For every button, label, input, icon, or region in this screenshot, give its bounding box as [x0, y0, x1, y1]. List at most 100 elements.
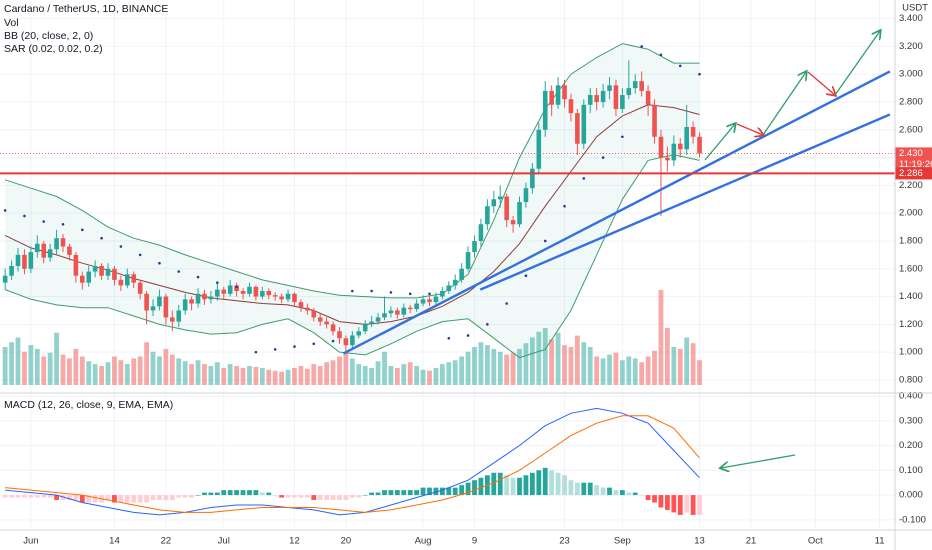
candle-body	[170, 317, 175, 322]
sar-dot	[196, 275, 200, 279]
candle-body	[587, 95, 593, 105]
indicator-label: BB (20, close, 2, 0)	[4, 30, 93, 42]
volume-bar	[253, 366, 259, 385]
y-tick-label: 0.000	[899, 490, 923, 501]
sar-dot	[3, 209, 7, 212]
candle-body	[562, 85, 567, 100]
macd-histogram-bar	[684, 495, 690, 513]
macd-histogram-bar	[150, 495, 156, 501]
volume-bar	[439, 364, 445, 385]
candle-body	[626, 88, 632, 96]
macd-histogram-bar	[214, 492, 220, 496]
candle-body	[150, 306, 156, 311]
macd-histogram-bar	[208, 492, 214, 496]
candle-body	[575, 113, 580, 144]
volume-bar	[420, 369, 426, 385]
candle-body	[28, 252, 34, 269]
macd-histogram-bar	[67, 495, 72, 501]
candle-body	[613, 85, 619, 109]
candle-body	[195, 293, 201, 304]
volume-bar	[555, 332, 561, 385]
volume-bar	[375, 361, 381, 385]
candle-body	[542, 90, 548, 130]
macd-histogram-bar	[324, 495, 330, 501]
candle-body	[452, 279, 458, 286]
x-tick-label: 21	[746, 536, 757, 547]
candle-body	[504, 196, 509, 221]
y-tick-label: 0.400	[899, 390, 923, 401]
sar-dot	[23, 214, 26, 218]
volume-bar	[9, 342, 14, 385]
volume-bar	[279, 371, 285, 385]
candle-body	[73, 254, 79, 276]
sar-dot	[312, 342, 316, 346]
macd-histogram-bar	[266, 492, 272, 496]
price-line-box	[895, 167, 932, 180]
sar-dot	[351, 289, 354, 293]
currency: USDT	[902, 3, 928, 14]
volume-bar	[574, 335, 580, 385]
candle-body	[298, 302, 304, 308]
macd-histogram-bar	[645, 495, 651, 501]
volume-bar	[54, 332, 59, 385]
volume-bar	[86, 361, 92, 385]
macd-histogram-bar	[79, 495, 85, 503]
macd-histogram-bar	[292, 495, 297, 498]
last-price-label: 2.430	[899, 148, 923, 159]
macd-histogram-bar	[169, 495, 175, 501]
volume-bar	[388, 366, 394, 385]
volume-bar	[330, 360, 336, 385]
bb-upper	[4, 43, 700, 299]
last-price-box	[895, 147, 932, 172]
sar-dot	[466, 334, 470, 337]
candle-body	[234, 285, 239, 291]
candle-body	[433, 296, 439, 303]
macd-histogram-bar	[369, 492, 375, 496]
macd-histogram-bar	[131, 495, 137, 503]
sar-dot	[138, 253, 142, 257]
volume-bar	[343, 352, 349, 385]
candle-body	[478, 224, 484, 241]
x-tick-label: Jun	[23, 536, 38, 547]
macd-histogram-bar	[414, 490, 420, 496]
volume-bar	[259, 367, 265, 385]
candle-body	[523, 188, 529, 203]
candle-body	[330, 324, 336, 332]
y-tick-label: 1.800	[899, 235, 923, 246]
sar-dot	[42, 220, 46, 223]
macd-histogram-bar	[664, 495, 670, 510]
macd-histogram-bar	[2, 495, 8, 498]
macd-histogram-bar	[394, 490, 400, 496]
macd-histogram-bar	[529, 472, 535, 496]
volume-bar	[658, 290, 664, 385]
macd-histogram-bar	[478, 477, 484, 496]
candle-body	[292, 293, 297, 303]
macd-histogram-bar	[452, 487, 458, 496]
candle-body	[407, 307, 413, 310]
candle-body	[176, 310, 182, 322]
volume-bar	[382, 351, 387, 385]
candle-body	[60, 238, 66, 247]
volume-bar	[414, 366, 420, 385]
macd-histogram-bar	[632, 492, 638, 496]
macd-histogram-bar	[259, 492, 265, 496]
volume-bar	[60, 354, 66, 385]
candle-body	[382, 313, 387, 318]
volume-bar	[568, 347, 574, 385]
sar-dot	[119, 245, 123, 248]
candle-body	[594, 95, 599, 103]
volume-bar	[626, 356, 632, 385]
volume-bar	[581, 342, 587, 385]
macd-histogram-bar	[144, 495, 149, 503]
candle-body	[343, 338, 349, 346]
macd-histogram-bar	[594, 485, 600, 496]
volume-bar	[227, 364, 233, 385]
sar-dot	[582, 177, 586, 180]
candle-body	[92, 265, 98, 272]
sar-dot	[216, 281, 219, 284]
volume-bar	[298, 366, 304, 385]
candle-body	[54, 238, 59, 250]
x-tick-label: 14	[109, 536, 120, 547]
volume-bar	[613, 352, 619, 385]
candle-body	[79, 275, 85, 283]
